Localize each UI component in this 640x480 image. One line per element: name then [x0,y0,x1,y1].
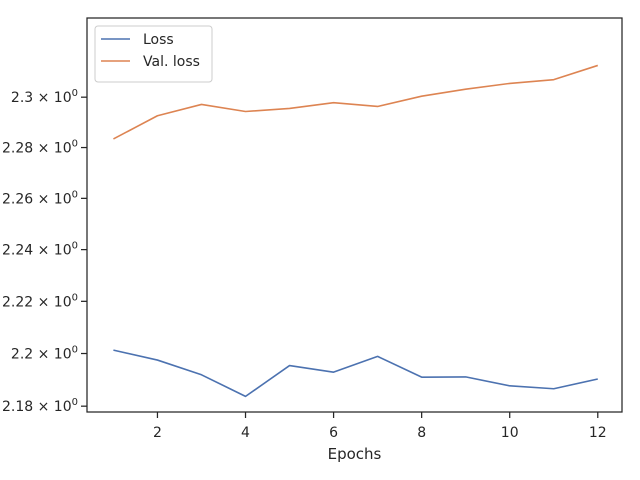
y-tick-label: 2.18 × 100 [2,397,78,415]
series-line-loss [113,349,598,398]
x-tick-label: 10 [501,425,519,441]
x-tick-label: 8 [417,425,426,441]
legend-label-val-loss: Val. loss [143,54,200,70]
legend-label-loss: Loss [143,32,174,48]
x-tick-label: 6 [329,425,338,441]
y-tick-label: 2.28 × 100 [2,139,78,157]
legend: Loss Val. loss [94,25,213,83]
x-tick-label: 4 [241,425,250,441]
y-tick-label: 2.2 × 100 [11,345,78,363]
y-tick-label: 2.22 × 100 [2,292,78,310]
series-line-val-loss [113,64,599,140]
y-tick-label: 2.3 × 100 [11,88,78,106]
plot-frame [86,17,623,413]
series-layer [113,64,599,398]
y-tick-label: 2.24 × 100 [2,241,78,259]
x-tick-label: 2 [153,425,162,441]
x-tick-label: 12 [589,425,607,441]
legend-box [94,25,213,83]
ticks-layer: 2 4 6 8 10 12 2.18 × 100 2.2 × 100 2.22 × 100 2.2… [2,88,607,441]
y-tick-label: 2.26 × 100 [2,189,78,207]
x-axis-title: Epochs [328,445,382,463]
